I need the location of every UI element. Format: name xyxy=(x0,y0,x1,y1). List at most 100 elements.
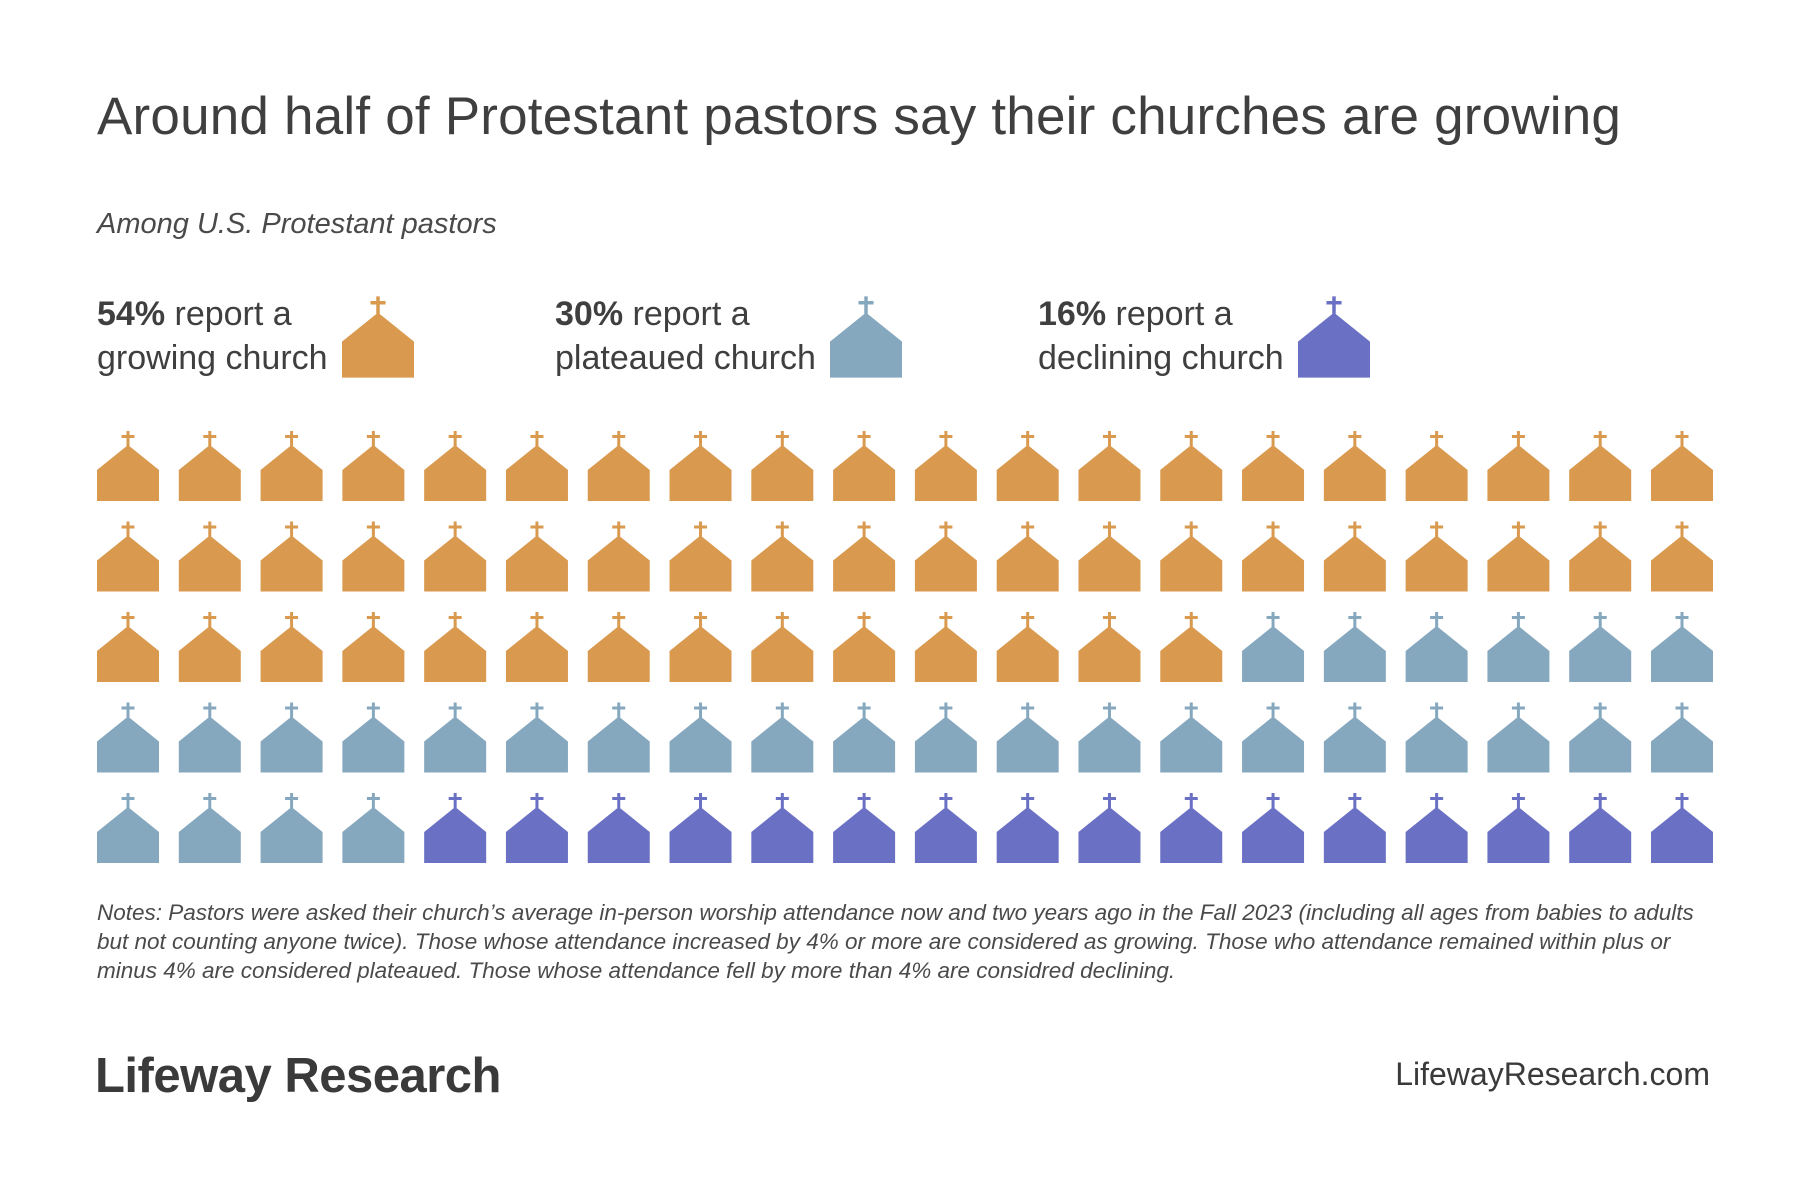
church-icon-declining xyxy=(1160,793,1223,863)
church-icon-growing xyxy=(424,431,487,501)
church-icon-declining xyxy=(505,793,568,863)
church-icon-growing xyxy=(1487,521,1550,592)
church-icon-declining xyxy=(1078,793,1141,863)
church-icon-plateaued xyxy=(587,702,650,773)
church-icon-growing xyxy=(342,431,405,501)
church-icon-declining xyxy=(996,793,1059,863)
church-icon-plateaued xyxy=(1569,612,1632,682)
legend-plateaued-line1: report a xyxy=(623,295,750,333)
church-icon-growing xyxy=(587,612,650,682)
church-icon-growing xyxy=(1569,521,1632,592)
footer-url: LifewayResearch.com xyxy=(1395,1056,1710,1092)
church-icon-growing xyxy=(751,431,814,501)
church-icon-plateaued xyxy=(833,702,896,773)
church-icon-growing xyxy=(505,521,568,592)
church-icon-growing xyxy=(669,431,732,501)
church-icon-growing xyxy=(996,521,1059,592)
church-icon-growing xyxy=(587,521,650,592)
church-icon-plateaued xyxy=(1651,702,1713,773)
church-icon-growing xyxy=(1078,521,1141,592)
church-icon-plateaued xyxy=(996,702,1059,773)
church-icon-growing xyxy=(996,612,1059,682)
church-icon-growing xyxy=(342,521,405,592)
legend-declining-line1: report a xyxy=(1106,295,1233,333)
legend-growing-line1: report a xyxy=(165,295,292,333)
church-icon-plateaued xyxy=(97,793,159,863)
church-icon-growing xyxy=(669,612,732,682)
church-icon-declining xyxy=(1405,793,1468,863)
church-icon-growing xyxy=(178,431,241,501)
church-icon-plateaued xyxy=(1487,612,1550,682)
church-icon-declining xyxy=(1651,793,1713,863)
church-icon-plateaued xyxy=(1242,702,1305,773)
church-icon-growing xyxy=(1160,612,1223,682)
church-icon-plateaued xyxy=(1242,612,1305,682)
church-icon-growing xyxy=(505,431,568,501)
church-icon-growing xyxy=(587,431,650,501)
church-icon-growing xyxy=(1078,612,1141,682)
legend-item-declining: 16% report a declining church xyxy=(1038,292,1370,380)
church-icon-growing xyxy=(260,521,323,592)
church-icon-growing xyxy=(833,612,896,682)
church-icon-growing xyxy=(178,612,241,682)
church-icon-declining xyxy=(751,793,814,863)
church-icon-plateaued xyxy=(260,702,323,773)
church-icon xyxy=(829,296,902,378)
church-icon-plateaued xyxy=(97,702,159,773)
church-icon-declining xyxy=(833,793,896,863)
church-icon-plateaued xyxy=(1323,702,1386,773)
church-icon-declining xyxy=(914,793,977,863)
church-icon-plateaued xyxy=(1405,702,1468,773)
church-icon-declining xyxy=(669,793,732,863)
legend-growing-pct: 54% xyxy=(97,295,166,333)
church-icon-growing xyxy=(1323,521,1386,592)
church-icon-plateaued xyxy=(1651,612,1713,682)
church-icon-growing xyxy=(1078,431,1141,501)
church-icon-declining xyxy=(424,793,487,863)
waffle-chart xyxy=(97,431,1713,863)
church-icon-plateaued xyxy=(1160,702,1223,773)
church-icon-declining xyxy=(587,793,650,863)
legend-declining-line2: declining church xyxy=(1038,339,1284,377)
church-icon-growing xyxy=(1569,431,1632,501)
church-icon-growing xyxy=(669,521,732,592)
legend-declining-pct: 16% xyxy=(1038,295,1107,333)
church-icon-plateaued xyxy=(178,702,241,773)
church-icon-growing xyxy=(1160,431,1223,501)
church-icon-growing xyxy=(505,612,568,682)
church-icon-plateaued xyxy=(1405,612,1468,682)
church-icon-plateaued xyxy=(1569,702,1632,773)
church-icon-plateaued xyxy=(178,793,241,863)
church-icon-growing xyxy=(260,431,323,501)
church-icon-plateaued xyxy=(260,793,323,863)
church-icon-growing xyxy=(914,521,977,592)
church-icon xyxy=(341,296,414,378)
chart-notes: Notes: Pastors were asked their church’s… xyxy=(97,900,1694,983)
church-icon-growing xyxy=(751,521,814,592)
church-icon-growing xyxy=(1487,431,1550,501)
church-icon-plateaued xyxy=(1078,702,1141,773)
legend-growing-line2: growing church xyxy=(97,339,328,377)
church-icon-plateaued xyxy=(1487,702,1550,773)
legend-plateaued-line2: plateaued church xyxy=(555,339,816,377)
church-icon-growing xyxy=(751,612,814,682)
church-icon-growing xyxy=(97,521,159,592)
church-icon-growing xyxy=(1651,431,1713,501)
church-icon-declining xyxy=(1569,793,1632,863)
church-icon-growing xyxy=(97,431,159,501)
church-icon-growing xyxy=(424,521,487,592)
church-icon-growing xyxy=(996,431,1059,501)
church-icon-growing xyxy=(1323,431,1386,501)
chart-title: Around half of Protestant pastors say th… xyxy=(97,87,1622,146)
church-icon-growing xyxy=(424,612,487,682)
church-icon-growing xyxy=(1160,521,1223,592)
church-icon-growing xyxy=(914,431,977,501)
church-icon-growing xyxy=(833,521,896,592)
legend-item-plateaued: 30% report a plateaued church xyxy=(555,292,902,380)
church-icon-growing xyxy=(342,612,405,682)
church-icon-growing xyxy=(914,612,977,682)
church-icon-growing xyxy=(1242,431,1305,501)
brand-logo: Lifeway Research xyxy=(95,1049,502,1103)
church-icon-growing xyxy=(97,612,159,682)
church-icon-growing xyxy=(1405,521,1468,592)
